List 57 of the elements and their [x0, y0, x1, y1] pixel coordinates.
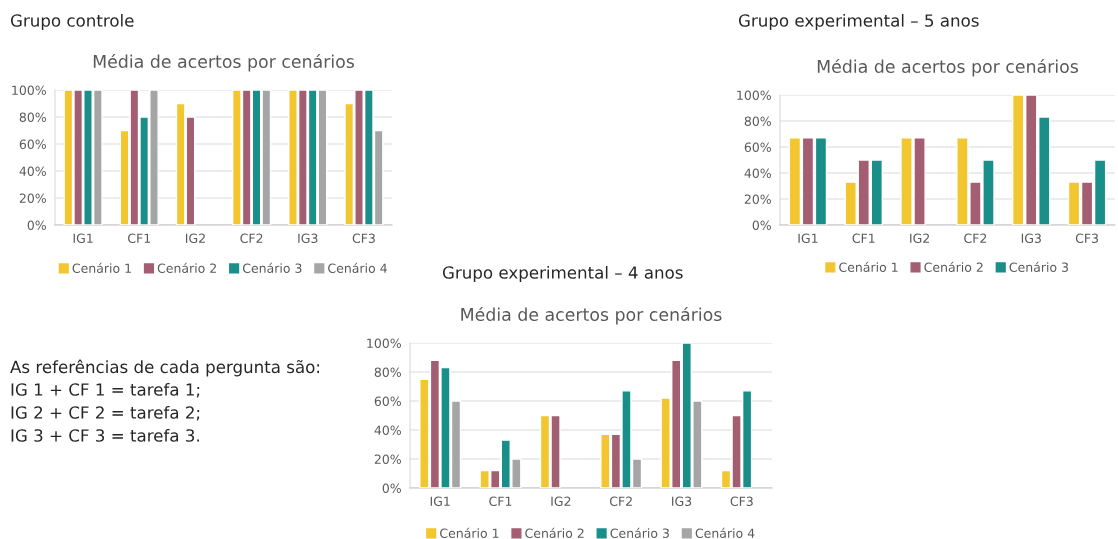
y-tick-label: 100%	[367, 338, 401, 348]
y-tick-label: 80%	[744, 116, 771, 126]
legend-label: Cenário 2	[157, 262, 216, 273]
legend-label: Cenário 3	[242, 262, 302, 273]
chart-title: Grupo experimental – 4 anos	[442, 265, 683, 283]
y-tick-label: 20%	[19, 193, 46, 203]
text: IG 3 + CF 3 = tarefa 3.	[11, 428, 199, 442]
text: IG 2 + CF 2 = tarefa 2;	[11, 405, 200, 421]
legend-label: Cenário 4	[328, 262, 387, 273]
x-tick-label: IG1	[798, 233, 818, 244]
y-tick-label: 20%	[374, 454, 401, 464]
x-tick-label: IG1	[73, 233, 93, 244]
x-tick-label: IG2	[910, 233, 929, 244]
x-tick-label: IG3	[1021, 233, 1041, 244]
y-tick-label: 60%	[374, 396, 401, 406]
text: As referências de cada pergunta são:	[10, 359, 320, 377]
x-tick-label: CF2	[964, 233, 987, 244]
x-tick-label: IG2	[551, 496, 571, 507]
chart-title: Grupo experimental – 5 anos	[738, 13, 979, 31]
x-tick-label: CF3	[730, 496, 753, 507]
x-tick-label: CF1	[128, 233, 151, 244]
y-tick-label: 0%	[27, 220, 46, 230]
legend-label: Cenário 4	[695, 527, 755, 538]
x-tick-label: CF3	[352, 233, 375, 244]
chart-subtitle: Média de acertos por cenários	[817, 58, 1078, 77]
y-tick-label: 100%	[737, 90, 771, 100]
y-tick-label: 40%	[19, 166, 46, 176]
x-tick-label: IG1	[430, 496, 450, 507]
y-tick-label: 20%	[744, 194, 771, 204]
y-tick-label: 80%	[374, 367, 401, 377]
y-tick-label: 100%	[12, 85, 46, 95]
x-tick-label: IG2	[185, 233, 205, 244]
x-tick-label: CF1	[852, 233, 875, 244]
x-tick-label: IG3	[298, 233, 318, 244]
legend-label: Cenário 1	[440, 527, 499, 538]
x-tick-label: CF3	[1075, 233, 1099, 244]
legend-label: Cenário 1	[839, 261, 898, 272]
y-tick-label: 40%	[374, 425, 401, 435]
legend-label: Cenário 1	[72, 262, 131, 273]
chart-subtitle: Média de acertos por cenários	[461, 306, 722, 325]
y-tick-label: 0%	[382, 483, 401, 493]
legend-label: Cenário 3	[1009, 261, 1069, 272]
y-tick-label: 60%	[744, 142, 771, 152]
y-tick-label: 80%	[19, 112, 46, 122]
chart-title: Grupo controle	[10, 13, 134, 31]
x-tick-label: CF2	[609, 496, 632, 507]
y-tick-label: 0%	[752, 220, 771, 230]
y-tick-label: 40%	[744, 168, 771, 178]
legend-label: Cenário 3	[610, 527, 669, 538]
chart-subtitle: Média de acertos por cenários	[93, 53, 354, 72]
x-tick-label: CF1	[489, 496, 512, 507]
legend-label: Cenário 2	[924, 261, 983, 272]
x-tick-label: CF2	[240, 233, 263, 244]
x-tick-label: IG3	[672, 496, 692, 507]
y-tick-label: 60%	[19, 139, 46, 149]
text: IG 1 + CF 1 = tarefa 1;	[11, 382, 200, 398]
legend-label: Cenário 2	[525, 527, 584, 538]
